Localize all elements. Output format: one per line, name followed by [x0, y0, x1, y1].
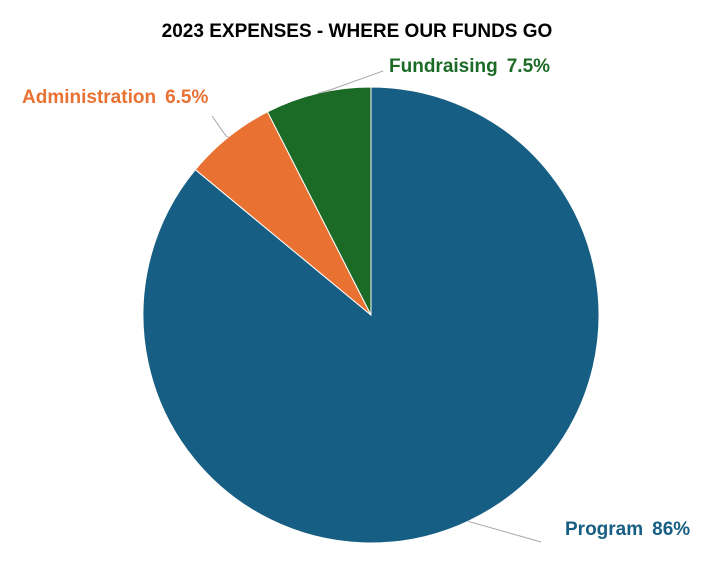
leader-line-administration	[211, 115, 229, 138]
leader-lines	[211, 70, 542, 543]
pie-slice-fundraising	[266, 86, 372, 316]
chart-title: 2023 EXPENSES - WHERE OUR FUNDS GO	[162, 21, 553, 42]
pie-slices	[142, 86, 600, 544]
slice-label-program: Program 86%	[565, 519, 690, 540]
leader-line-program	[467, 520, 542, 543]
leader-line-fundraising	[317, 70, 384, 94]
slice-label-fundraising: Fundraising 7.5%	[389, 56, 550, 77]
slice-label-administration: Administration 6.5%	[22, 87, 208, 108]
